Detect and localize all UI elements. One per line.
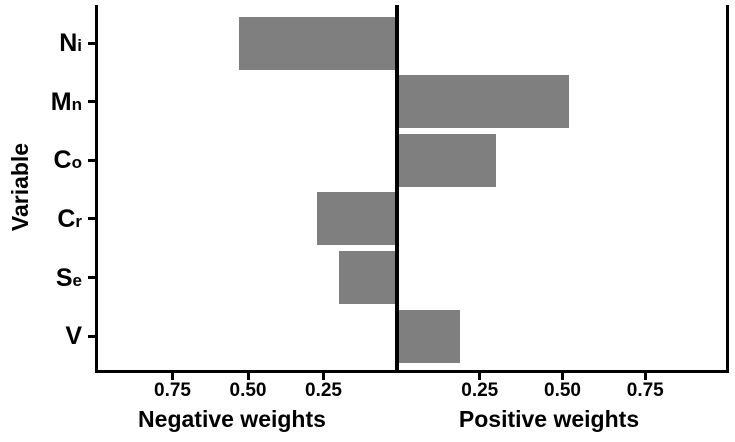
x-tick-label: 0.50 (229, 380, 267, 401)
x-axis-tick (246, 373, 250, 380)
bar-se (338, 251, 397, 305)
x-axis-title-negative: Negative weights (138, 406, 326, 432)
plot-right-border-line (726, 5, 729, 373)
category-label-co: Co (28, 144, 82, 176)
category-label-se: Se (28, 262, 82, 294)
x-tick-label: 0.25 (305, 380, 342, 401)
category-label-v: V (28, 320, 82, 352)
x-tick-label: 0.75 (154, 380, 191, 401)
x-tick-label: 0.75 (626, 380, 664, 401)
element-symbol-first-letter: N (59, 29, 78, 57)
y-axis-tick (88, 41, 95, 45)
x-axis-tick (643, 373, 647, 380)
element-symbol-first-letter: C (57, 204, 76, 233)
bar-cr (317, 192, 397, 246)
element-symbol-first-letter: M (50, 87, 72, 116)
x-tick-label: 0.50 (544, 380, 581, 401)
x-tick-label: 0.25 (461, 380, 499, 401)
x-axis-tick (322, 373, 325, 380)
element-symbol-second-letter: r (75, 211, 82, 231)
y-axis-tick (88, 217, 95, 221)
y-axis-tick (88, 276, 95, 280)
y-axis-line (95, 5, 98, 373)
x-axis-tick (561, 373, 564, 380)
y-axis-tick (88, 158, 95, 162)
element-symbol-second-letter: e (72, 270, 82, 290)
element-symbol-second-letter: n (71, 94, 82, 114)
element-symbol-second-letter: i (77, 36, 82, 55)
bar-mn (397, 75, 570, 129)
x-axis-line (95, 370, 729, 373)
y-axis-tick (88, 100, 95, 104)
center-divider-line (395, 5, 399, 370)
x-axis-title-positive: Positive weights (458, 406, 640, 432)
element-symbol-first-letter: S (55, 263, 73, 292)
bar-co (397, 133, 497, 187)
category-label-mn: Mn (28, 86, 82, 118)
element-symbol-first-letter: V (65, 322, 82, 351)
x-axis-tick (478, 373, 482, 380)
category-label-cr: Cr (28, 203, 82, 235)
bar-ni (238, 16, 397, 70)
category-label-ni: Ni (28, 27, 82, 59)
bar-v (397, 309, 460, 363)
x-axis-tick (171, 373, 174, 380)
y-axis-tick (88, 334, 95, 338)
element-symbol-first-letter: C (53, 146, 72, 175)
element-symbol-second-letter: o (71, 153, 82, 173)
